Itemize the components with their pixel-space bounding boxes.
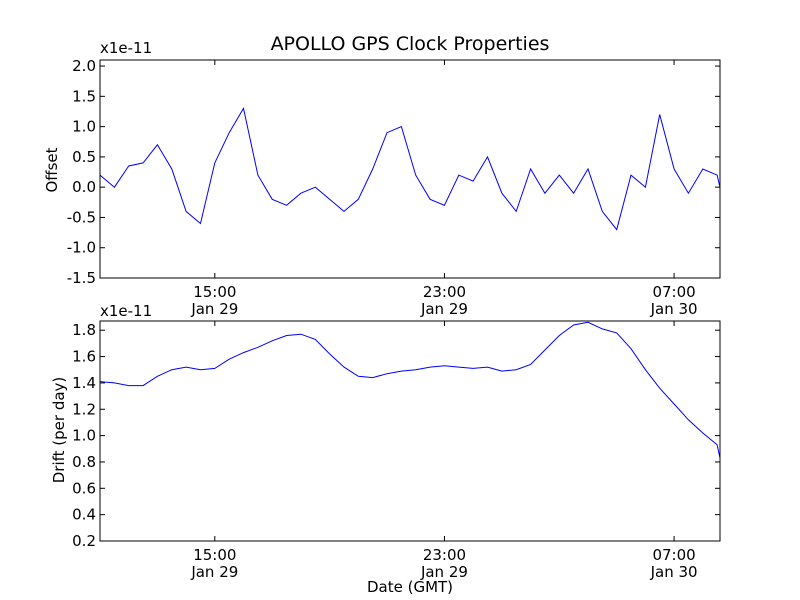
drift-y-tick-label: 0.2 (72, 532, 96, 550)
drift-y-tick-label: 1.0 (72, 427, 96, 445)
offset-x-tick-time: 07:00 (652, 283, 695, 301)
chart-title: APOLLO GPS Clock Properties (271, 33, 550, 55)
drift-y-tick-label: 1.6 (72, 348, 96, 366)
drift-y-tick-label: 0.8 (72, 453, 96, 471)
offset-y-tick-label: -1.0 (67, 239, 96, 257)
offset-x-tick-time: 15:00 (193, 283, 236, 301)
drift-y-tick-label: 1.4 (72, 374, 96, 392)
drift-x-tick-time: 23:00 (423, 546, 466, 564)
drift-axes-frame (99, 320, 721, 542)
offset-y-tick-label: -1.5 (67, 269, 96, 287)
x-axis-label: Date (GMT) (367, 578, 453, 596)
drift-x-tick-date: Jan 30 (650, 563, 698, 581)
drift-y-tick-label: 0.6 (72, 479, 96, 497)
offset-y-tick-label: 2.0 (72, 57, 96, 75)
drift-x-tick-date: Jan 29 (190, 563, 238, 581)
drift-y-tick-label: 0.4 (72, 506, 96, 524)
drift-y-tick-label: 1.8 (72, 321, 96, 339)
offset-x-tick-time: 23:00 (423, 283, 466, 301)
drift-y-axis-label: Drift (per day) (50, 377, 68, 484)
offset-y-tick-label: 0.5 (72, 148, 96, 166)
offset-x-tick-date: Jan 29 (190, 300, 238, 318)
offset-y-tick-label: -0.5 (67, 208, 96, 226)
drift-scale-label: x1e-11 (100, 302, 152, 320)
drift-x-tick-time: 07:00 (652, 546, 695, 564)
offset-y-tick-label: 1.5 (72, 87, 96, 105)
offset-y-axis-label: Offset (43, 147, 61, 192)
drift-y-tick-label: 1.2 (72, 400, 96, 418)
drift-x-tick-date: Jan 29 (420, 563, 468, 581)
offset-x-tick-date: Jan 30 (650, 300, 698, 318)
offset-y-tick-label: 0.0 (72, 178, 96, 196)
offset-x-tick-date: Jan 29 (420, 300, 468, 318)
drift-x-tick-time: 15:00 (193, 546, 236, 564)
offset-y-tick-label: 1.0 (72, 118, 96, 136)
offset-scale-label: x1e-11 (100, 39, 152, 57)
offset-axes-frame (99, 59, 721, 279)
